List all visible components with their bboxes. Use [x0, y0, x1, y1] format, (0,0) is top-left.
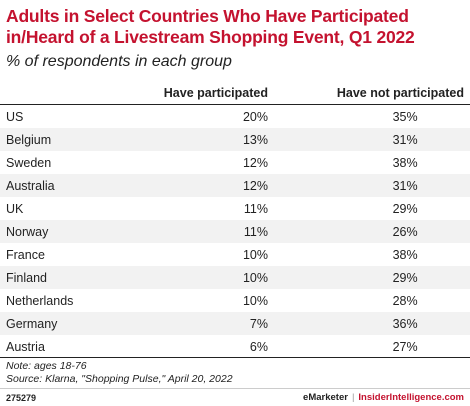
cell-not-participated: 38%	[392, 247, 418, 262]
cell-spacer	[417, 312, 470, 335]
cell-spacer	[417, 128, 470, 151]
cell-spacer	[418, 335, 470, 358]
cell-spacer	[418, 197, 470, 220]
chart-title: Adults in Select Countries Who Have Part…	[6, 6, 415, 47]
cell-country: Norway	[0, 220, 155, 243]
brand-insider-intelligence: InsiderIntelligence.com	[358, 392, 464, 403]
cell-spacer	[268, 312, 337, 335]
cell-not-participated: 29%	[336, 266, 418, 289]
cell-spacer	[268, 174, 337, 197]
cell-participated: 11%	[243, 201, 268, 216]
cell-spacer	[268, 105, 336, 129]
cell-participated: 6%	[249, 339, 268, 354]
table-header-row: Have participated Have not participated	[0, 81, 470, 105]
cell-not-participated: 31%	[336, 174, 418, 197]
cell-country: Netherlands	[6, 293, 74, 308]
cell-country: Australia	[0, 174, 155, 197]
table-body: US 20% 35% Belgium 13% 31% Sweden 12% 38% Austral…	[0, 105, 470, 359]
cell-spacer	[268, 243, 336, 266]
cell-country: Belgium	[0, 128, 155, 151]
cell-participated: 10%	[242, 293, 268, 308]
brand-emarketer: eMarketer	[303, 392, 348, 403]
cell-participated: 12%	[154, 174, 268, 197]
table-row: Austria 6% 27%	[0, 335, 470, 358]
cell-not-participated: 27%	[392, 339, 418, 354]
cell-participated: 10%	[242, 247, 268, 262]
cell-country: UK	[6, 201, 24, 216]
cell-participated: 12%	[242, 155, 268, 170]
cell-not-participated: 31%	[336, 128, 418, 151]
cell-participated: 13%	[154, 128, 268, 151]
cell-spacer	[417, 220, 470, 243]
cell-spacer	[268, 197, 336, 220]
footer-rule	[0, 388, 470, 389]
cell-spacer	[268, 220, 337, 243]
header-country	[0, 81, 155, 105]
cell-not-participated: 38%	[392, 155, 418, 170]
cell-participated: 7%	[154, 312, 268, 335]
header-participated: Have participated	[154, 81, 268, 105]
chart-id: 275279	[6, 393, 37, 403]
table-row: US 20% 35%	[0, 105, 470, 129]
cell-spacer	[418, 289, 470, 312]
header-not-participated: Have not participated	[336, 81, 470, 105]
table-row: Sweden 12% 38%	[0, 151, 470, 174]
cell-spacer	[268, 128, 337, 151]
cell-not-participated: 35%	[392, 109, 418, 124]
table-row: UK 11% 29%	[0, 197, 470, 220]
cell-spacer	[418, 105, 470, 129]
cell-country: Sweden	[6, 155, 52, 170]
cell-participated: 20%	[242, 109, 268, 124]
cell-not-participated: 36%	[336, 312, 418, 335]
data-table: Have participated Have not participated …	[0, 81, 470, 358]
notes: Note: ages 18-76 Source: Klarna, "Shoppi…	[6, 360, 233, 386]
cell-spacer	[418, 151, 470, 174]
table-row: Norway 11% 26%	[0, 220, 470, 243]
cell-country: US	[6, 109, 24, 124]
table-row: Germany 7% 36%	[0, 312, 470, 335]
table-row: France 10% 38%	[0, 243, 470, 266]
table-row: Belgium 13% 31%	[0, 128, 470, 151]
table-row: Netherlands 10% 28%	[0, 289, 470, 312]
cell-country: Austria	[6, 339, 45, 354]
cell-country: Germany	[0, 312, 155, 335]
note-text: Note: ages 18-76	[6, 360, 87, 372]
cell-not-participated: 29%	[392, 201, 418, 216]
brand-separator: |	[351, 392, 355, 403]
cell-spacer	[417, 174, 470, 197]
chart-subtitle: % of respondents in each group	[6, 53, 232, 70]
table-row: Australia 12% 31%	[0, 174, 470, 197]
source-text: Source: Klarna, "Shopping Pulse," April …	[6, 373, 233, 385]
header-spacer	[268, 81, 337, 105]
cell-spacer	[268, 335, 336, 358]
brand-footer: eMarketer | InsiderIntelligence.com	[303, 392, 464, 403]
cell-country: France	[6, 247, 45, 262]
cell-country: Finland	[0, 266, 155, 289]
cell-not-participated: 26%	[336, 220, 418, 243]
cell-spacer	[268, 289, 336, 312]
cell-spacer	[268, 266, 337, 289]
cell-spacer	[268, 151, 336, 174]
cell-not-participated: 28%	[392, 293, 418, 308]
cell-participated: 11%	[154, 220, 268, 243]
cell-spacer	[418, 243, 470, 266]
table-row: Finland 10% 29%	[0, 266, 470, 289]
table-bottom-rule	[0, 357, 470, 358]
cell-participated: 10%	[154, 266, 268, 289]
cell-spacer	[417, 266, 470, 289]
